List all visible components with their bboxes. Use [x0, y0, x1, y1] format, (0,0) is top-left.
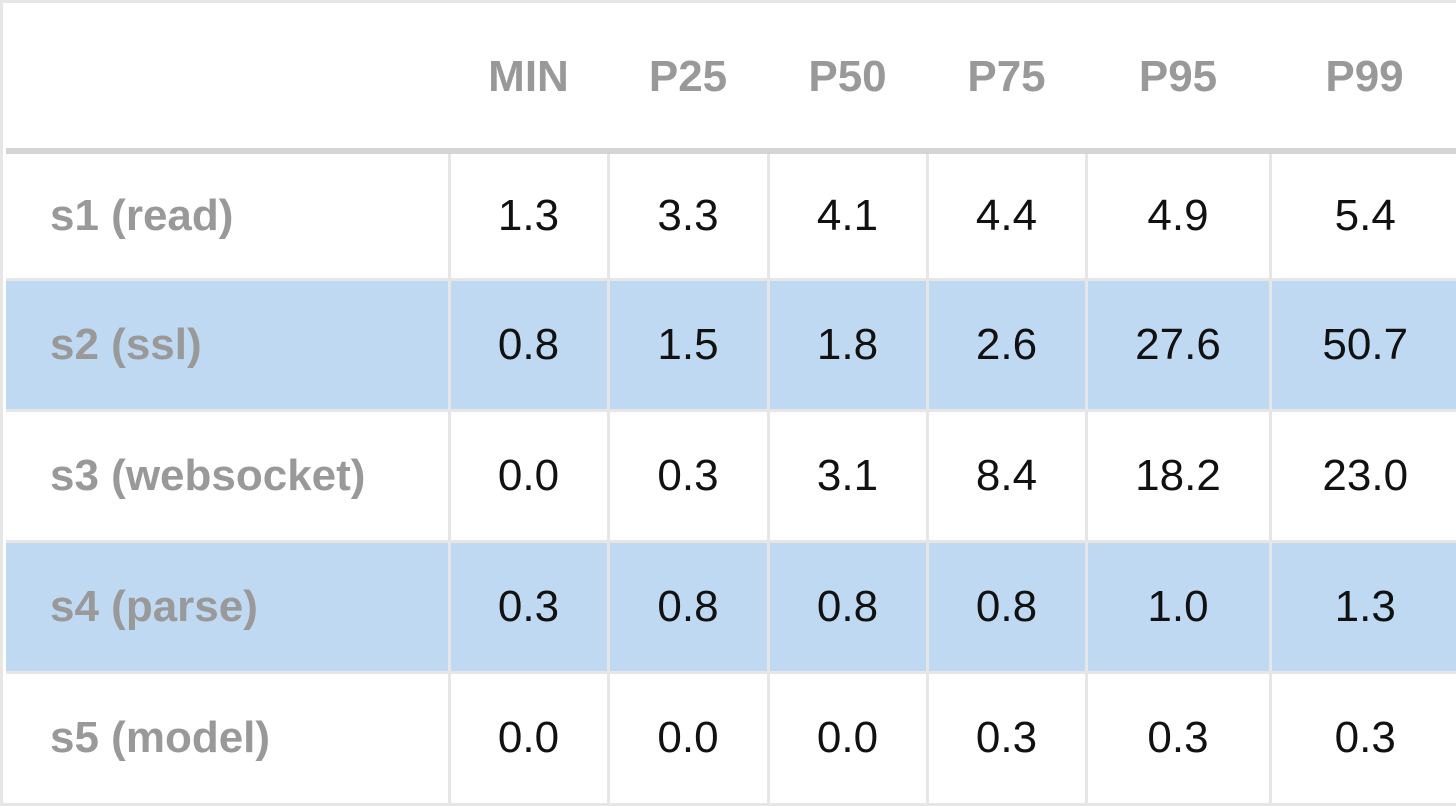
table-row: s2 (ssl) 0.8 1.5 1.8 2.6 27.6 50.7: [6, 277, 1456, 410]
header-cell-p25: P25: [608, 6, 768, 154]
value-cell: 1.3: [1268, 539, 1456, 672]
value-cell: 50.7: [1268, 277, 1456, 410]
value-cell: 1.5: [606, 277, 768, 410]
header-row: MIN P25 P50 P75 P95 P99: [6, 6, 1456, 154]
value-cell: 0.3: [925, 670, 1086, 803]
value-cell: 18.2: [1084, 408, 1270, 541]
value-cell: 4.4: [925, 151, 1086, 279]
value-cell: 0.3: [1268, 670, 1456, 803]
value-cell: 3.1: [766, 408, 927, 541]
table-row: s3 (websocket) 0.0 0.3 3.1 8.4 18.2 23.0: [6, 408, 1456, 541]
value-cell: 0.8: [925, 539, 1086, 672]
value-cell: 0.8: [606, 539, 768, 672]
value-cell: 0.3: [606, 408, 768, 541]
table-row: s4 (parse) 0.3 0.8 0.8 0.8 1.0 1.3: [6, 539, 1456, 672]
header-cell-p75: P75: [927, 6, 1086, 154]
value-cell: 0.8: [766, 539, 927, 672]
value-cell: 4.9: [1084, 151, 1270, 279]
value-cell: 27.6: [1084, 277, 1270, 410]
value-cell: 0.0: [447, 670, 608, 803]
row-label: s5 (model): [6, 670, 449, 803]
value-cell: 0.8: [447, 277, 608, 410]
value-cell: 2.6: [925, 277, 1086, 410]
header-cell-p50: P50: [768, 6, 927, 154]
row-label: s1 (read): [50, 190, 234, 240]
value-cell: 0.3: [1084, 670, 1270, 803]
value-cell: 4.1: [766, 151, 927, 279]
value-cell: 8.4: [925, 408, 1086, 541]
latency-table: MIN P25 P50 P75 P95 P99 s1 (read) 1.3 3.…: [6, 6, 1456, 803]
value-cell: 23.0: [1268, 408, 1456, 541]
value-cell: 1.0: [1084, 539, 1270, 672]
value-cell: 0.0: [766, 670, 927, 803]
row-label: s4 (parse): [6, 539, 449, 672]
header-cell-corner: [6, 6, 449, 154]
value-cell: 0.0: [606, 670, 768, 803]
value-cell: 0.0: [447, 408, 608, 541]
header-cell-p99: P99: [1270, 6, 1456, 154]
row-label: s3 (websocket): [6, 408, 449, 541]
value-cell: 1.8: [766, 277, 927, 410]
value-cell: 5.4: [1268, 151, 1456, 279]
row-label: s2 (ssl): [6, 277, 449, 410]
value-cell: 1.3: [447, 151, 608, 279]
table-row: s5 (model) 0.0 0.0 0.0 0.3 0.3 0.3: [6, 670, 1456, 803]
header-cell-p95: P95: [1086, 6, 1270, 154]
value-cell: 3.3: [606, 151, 768, 279]
table-row: s1 (read) 1.3 3.3 4.1 4.4 4.9 5.4: [6, 151, 1456, 279]
value-cell: 0.3: [447, 539, 608, 672]
header-cell-min: MIN: [449, 6, 608, 154]
